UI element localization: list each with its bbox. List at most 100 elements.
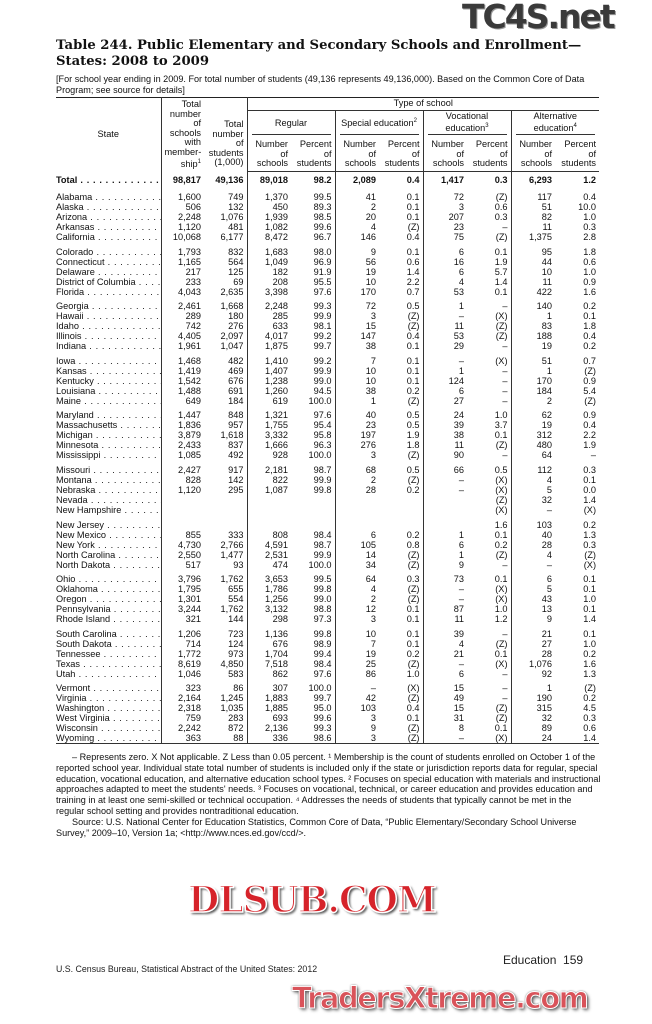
cell-regular-number: [247, 505, 291, 515]
cell-vocational-number: 11: [454, 440, 464, 451]
cell-special-number: 6: [370, 529, 376, 540]
cell-alternative-percent: 0.3: [583, 539, 596, 550]
cell-total-schools: 1,301: [178, 594, 201, 605]
cell-state: Louisiana: [56, 385, 162, 396]
cell-vocational-percent: 0.5: [467, 460, 512, 475]
cell-total-schools: 1,046: [178, 668, 201, 679]
cell-regular-number: 182: [272, 266, 288, 277]
cell-alternative-percent: 0.1: [583, 474, 596, 485]
cell-regular-percent: 94.5: [291, 385, 336, 396]
cell-regular-number: 822: [272, 474, 288, 485]
cell-vocational-number: 73: [453, 574, 464, 585]
cell-special-number: 38: [365, 385, 376, 396]
cell-state: District of Columbia: [56, 276, 162, 287]
cell-special-number: 10: [365, 375, 376, 386]
cell-special-number: 34: [365, 559, 376, 570]
cell-regular-percent: [291, 494, 336, 505]
table-row: South Carolina1,2067231,13699.8100.139–2…: [56, 624, 599, 639]
cell-alternative-percent: 0.9: [583, 410, 596, 421]
cell-regular-percent: 99.8: [291, 624, 336, 639]
cell-state: Rhode Island: [56, 614, 162, 625]
cell-vocational-number: –: [458, 355, 464, 366]
cell-state: Alabama: [56, 188, 162, 202]
cell-total-students: 69: [204, 276, 248, 287]
cell-vocational-percent: 0.1: [467, 242, 512, 257]
cell-total-students: 1,762: [204, 604, 248, 615]
cell-alternative-percent: 0.2: [583, 693, 596, 704]
cell-regular-number: 633: [272, 321, 288, 332]
cell-special-number: 3: [370, 311, 376, 322]
cell-total-students: 469: [204, 365, 248, 376]
cell-alternative-number: 1: [546, 311, 552, 322]
cell-regular-number: 2,181: [265, 464, 288, 475]
cell-vocational-percent: 1.0: [467, 405, 512, 421]
cell-regular-percent: 99.6: [291, 713, 336, 724]
cell-special-percent: 0.4: [379, 171, 424, 188]
cell-state: Massachusetts: [56, 420, 162, 431]
cell-state: Utah: [56, 668, 162, 679]
cell-total-students: 848: [204, 405, 248, 421]
cell-state: Maine: [56, 395, 162, 406]
cell-state: Delaware: [56, 266, 162, 277]
cell-vocational-number: 75: [453, 232, 464, 242]
cell-total-schools: 363: [161, 733, 204, 745]
footnotes-block: – Represents zero. X Not applicable. Z L…: [56, 752, 601, 838]
cell-total-schools: 323: [185, 683, 201, 694]
header-group-label: Vocational education: [445, 111, 489, 134]
cell-state: Oregon: [56, 594, 162, 605]
cell-state: Colorado: [56, 242, 162, 257]
cell-regular-percent: 98.8: [291, 604, 336, 615]
cell-special-percent: 0.5: [379, 296, 424, 312]
cell-regular-percent: 99.9: [291, 549, 336, 560]
cell-special-percent: (Z): [379, 549, 424, 560]
cell-special-number: 105: [360, 539, 376, 550]
cell-special-percent: 0.1: [379, 713, 424, 724]
cell-regular-number: 8,472: [265, 232, 288, 242]
cell-alternative-number: 95: [541, 246, 552, 257]
cell-vocational-percent: –: [467, 678, 512, 694]
cell-special-number: 64: [365, 574, 376, 585]
header-type-of-school: Type of school: [247, 97, 599, 111]
cell-regular-number: 3,132: [265, 604, 288, 615]
source-note: Source: U.S. National Center for Educati…: [56, 816, 577, 838]
cell-vocational-number: –: [458, 658, 464, 669]
cell-regular-percent: 97.6: [291, 405, 336, 421]
cell-special-number: 25: [365, 658, 376, 669]
cell-regular-number: 1,755: [265, 420, 288, 431]
cell-alternative-percent: 1.2: [583, 175, 596, 185]
cell-vocational-number: 27: [453, 395, 464, 406]
cell-special-percent: (Z): [379, 395, 424, 406]
cell-regular-percent: 99.8: [291, 584, 336, 595]
cell-vocational-percent: (X): [467, 504, 512, 515]
cell-vocational-percent: 0.1: [467, 648, 512, 659]
cell-alternative-percent: 1.0: [583, 594, 596, 605]
cell-special-percent: 0.2: [379, 385, 424, 396]
cell-state: New York: [56, 539, 162, 550]
cell-regular-percent: 99.9: [291, 311, 336, 322]
cell-total-students: 6,177: [204, 232, 248, 242]
cell-alternative-percent: 0.9: [583, 375, 596, 386]
cell-vocational-number: 38: [453, 430, 464, 441]
cell-alternative-number: 11: [542, 222, 552, 232]
cell-regular-number: 7,518: [265, 658, 288, 669]
cell-special-percent: (Z): [379, 594, 424, 605]
cell-alternative-percent: (X): [583, 504, 596, 515]
cell-alternative-number: 19: [541, 341, 552, 352]
cell-vocational-number: 87: [453, 604, 464, 615]
cell-regular-percent: 95.4: [291, 420, 336, 431]
cell-state: West Virginia: [56, 713, 162, 724]
header-group-0: Regular: [247, 110, 336, 135]
cell-special-percent: 1.4: [379, 266, 424, 277]
cell-alternative-percent: 0.1: [583, 584, 596, 595]
cell-vocational-percent: (X): [467, 484, 512, 495]
cell-total-students: 49,136: [204, 171, 248, 188]
cell-total-schools: 2,461: [178, 301, 201, 312]
cell-special-number: 12: [365, 604, 376, 615]
cell-vocational-number: 16: [453, 256, 464, 267]
cell-regular-number: 808: [272, 529, 288, 540]
cell-total-schools: 3,879: [178, 430, 201, 441]
table-row: Maine649184619100.01(Z)27–2(Z): [56, 395, 599, 406]
